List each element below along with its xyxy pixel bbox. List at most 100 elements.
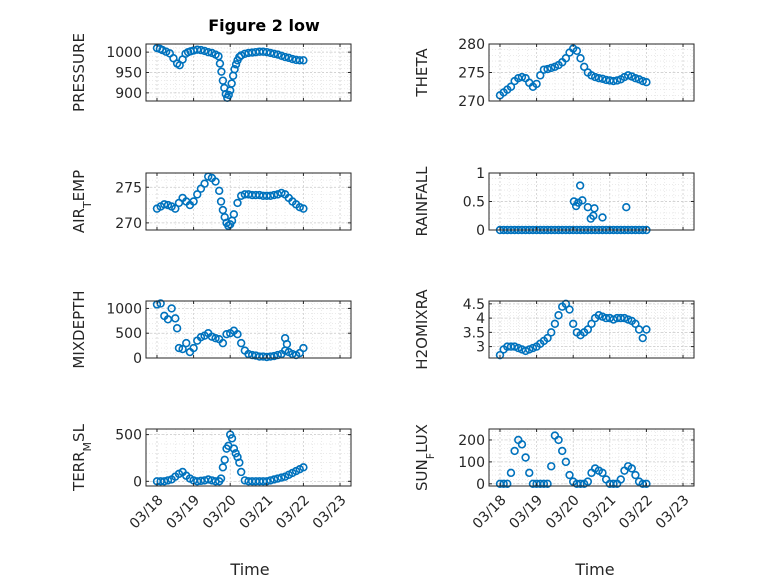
data-point xyxy=(575,181,585,190)
data-point xyxy=(572,46,582,56)
series-markers xyxy=(152,43,308,102)
data-point xyxy=(189,197,198,206)
x-axis-label-left: Time xyxy=(229,560,269,579)
data-point xyxy=(220,455,229,465)
y-tick-label: 500 xyxy=(115,326,142,342)
data-point xyxy=(262,47,272,57)
data-point xyxy=(561,299,571,309)
axes-box xyxy=(488,428,695,487)
data-point xyxy=(569,197,579,206)
data-point xyxy=(171,204,180,213)
data-point xyxy=(579,62,589,72)
series-markers xyxy=(152,299,308,362)
axes-box xyxy=(145,172,352,231)
data-point xyxy=(160,200,169,209)
subplot-1: 900 950 1000 PRESSURE xyxy=(70,33,352,112)
y-axis-label: RAINFALL xyxy=(413,166,431,237)
y-tick-label: 950 xyxy=(115,66,142,82)
data-point xyxy=(506,468,516,478)
data-point xyxy=(565,305,574,314)
data-point xyxy=(269,475,279,484)
figure-title: Figure 2 low xyxy=(208,16,320,35)
data-point xyxy=(547,63,556,73)
data-point xyxy=(576,54,585,63)
data-point xyxy=(612,76,622,85)
y-tick-label: 280 xyxy=(458,37,485,53)
data-point xyxy=(211,333,220,343)
data-point xyxy=(539,479,549,489)
data-point xyxy=(215,186,224,196)
y-tick-label: 0 xyxy=(133,474,142,490)
data-point xyxy=(204,475,213,484)
data-point xyxy=(638,333,647,343)
series-markers xyxy=(152,172,308,230)
data-point xyxy=(299,463,308,472)
data-point xyxy=(631,319,640,328)
data-point xyxy=(196,45,206,55)
y-tick-label: 4.5 xyxy=(463,297,485,313)
data-point xyxy=(273,474,282,483)
data-point xyxy=(233,330,242,339)
data-point xyxy=(598,213,607,222)
data-point xyxy=(182,338,191,348)
data-point xyxy=(598,468,607,478)
data-point xyxy=(543,333,552,343)
data-point xyxy=(622,203,631,212)
y-tick-label: 275 xyxy=(458,66,485,82)
data-point xyxy=(616,475,625,484)
data-point xyxy=(235,458,244,467)
data-point xyxy=(266,48,275,58)
y-tick-label: 500 xyxy=(115,428,142,444)
data-point xyxy=(554,311,563,320)
data-point xyxy=(631,73,640,83)
y-tick-label: 0 xyxy=(133,351,142,367)
data-point xyxy=(609,76,618,86)
data-point xyxy=(583,477,593,486)
data-point xyxy=(631,470,640,480)
y-axis-label: MIXDEPTH xyxy=(70,290,88,368)
data-point xyxy=(543,479,552,489)
data-point xyxy=(578,196,587,205)
y-tick-label: 3.5 xyxy=(463,325,485,341)
data-point xyxy=(627,464,636,473)
data-point xyxy=(236,467,246,477)
data-point xyxy=(576,479,585,489)
data-point xyxy=(554,435,563,445)
data-point xyxy=(269,49,279,58)
data-point xyxy=(536,71,545,80)
data-point xyxy=(204,47,213,57)
data-point xyxy=(218,338,228,348)
data-point xyxy=(174,343,184,353)
data-point xyxy=(229,210,239,219)
y-tick-label: 275 xyxy=(115,180,142,196)
data-point xyxy=(211,177,220,186)
data-point xyxy=(517,72,527,82)
data-point xyxy=(561,54,571,63)
data-point xyxy=(295,56,304,65)
data-point xyxy=(506,82,516,91)
data-point xyxy=(269,351,279,361)
data-point xyxy=(233,198,242,208)
y-axis-label: AIRTEMP xyxy=(70,170,94,233)
subplot-5: 0 500 1000 MIXDEPTH xyxy=(70,290,352,369)
data-point xyxy=(565,470,574,480)
data-point xyxy=(510,446,519,456)
y-tick-label: 200 xyxy=(458,433,485,449)
data-point xyxy=(583,325,593,334)
data-point xyxy=(503,479,512,489)
data-point xyxy=(193,190,202,199)
data-point xyxy=(587,319,596,328)
y-axis-label: SUNFLUX xyxy=(413,424,437,491)
y-axis-label: TERRMSL xyxy=(70,423,94,492)
y-tick-label: 270 xyxy=(458,94,485,110)
data-point xyxy=(547,462,556,471)
data-point xyxy=(224,90,233,100)
data-point xyxy=(216,474,226,483)
data-point xyxy=(532,79,541,89)
data-point xyxy=(521,453,530,462)
axes-box xyxy=(145,428,352,487)
y-tick-label: 900 xyxy=(115,86,142,102)
y-tick-label: 1 xyxy=(476,166,485,182)
y-tick-label: 270 xyxy=(115,216,142,232)
